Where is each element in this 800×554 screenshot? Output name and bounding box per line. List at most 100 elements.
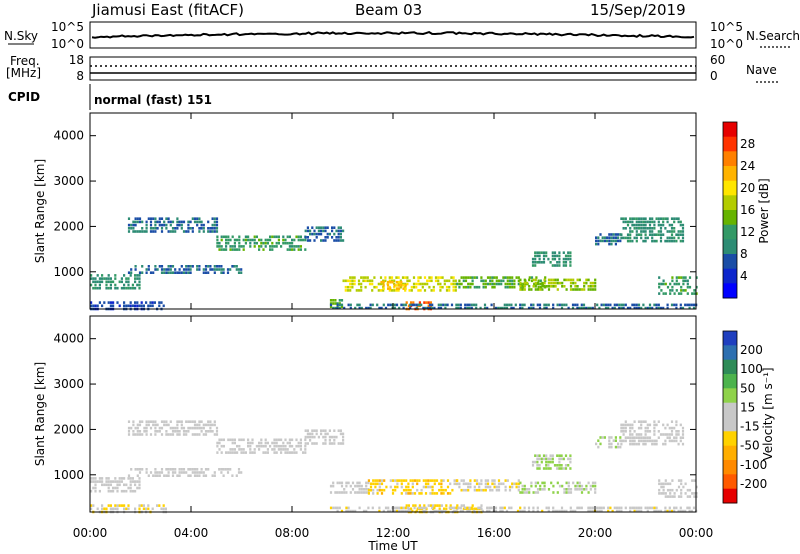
heatmap-cell [686,506,689,510]
heatmap-cell [680,482,683,486]
heatmap-cell [624,420,627,423]
heatmap-cell [613,303,616,307]
heatmap-cell [138,286,141,290]
heatmap-cell [349,289,352,292]
heatmap-cell [264,241,267,245]
heatmap-cell [309,229,312,233]
heatmap-cell [145,471,148,474]
heatmap-cell [354,306,357,310]
heatmap-cell [692,303,696,307]
heatmap-cell [215,220,219,224]
heatmap-cell [608,436,611,439]
heatmap-cell [482,285,485,289]
heatmap-cell [491,488,494,492]
heatmap-cell [120,277,123,280]
colorbar-swatch [723,331,737,346]
heatmap-cell [439,509,443,513]
heatmap-cell [229,451,232,454]
heatmap-cell [340,305,344,308]
heatmap-cell [402,509,405,513]
heatmap-cell [204,430,208,433]
heatmap-cell [631,230,634,233]
heatmap-cell [107,480,110,483]
heatmap-cell [251,451,254,454]
heatmap-cell [429,504,432,507]
heatmap-cell [545,457,548,461]
heatmap-cell [349,306,352,310]
heatmap-cell [375,285,378,289]
heatmap-cell [591,506,594,510]
heatmap-cell [659,223,663,227]
heatmap-cell [442,492,445,495]
heatmap-cell [439,276,442,279]
heatmap-cell [225,451,228,454]
heatmap-cell [154,426,157,430]
heatmap-cell [204,433,208,436]
heatmap-cell [185,420,188,423]
heatmap-cell [196,268,199,271]
heatmap-cell [360,285,363,289]
heatmap-cell [589,288,592,291]
heatmap-cell [185,471,188,474]
heatmap-cell [578,506,581,510]
heatmap-cell [129,274,132,277]
x-tick-label: 16:00 [477,526,512,540]
heatmap-cell [218,248,221,251]
heatmap-cell [98,301,101,304]
heatmap-cell [304,248,307,251]
y-tick-label: 1000 [53,468,84,482]
nave-tick-bottom: 0 [710,69,718,83]
heatmap-cell [147,217,150,220]
heatmap-cell [569,285,573,288]
heatmap-cell [275,451,278,454]
heatmap-cell [131,489,134,493]
heatmap-cell [293,248,296,251]
heatmap-cell [444,303,447,307]
heatmap-cell [415,282,418,286]
heatmap-cell [123,286,126,290]
heatmap-cell [326,232,329,236]
heatmap-cell [282,235,285,239]
heatmap-cell [390,289,394,292]
heatmap-cell [322,435,325,439]
heatmap-cell [229,438,232,442]
heatmap-cell [185,271,188,274]
heatmap-cell [338,481,341,485]
heatmap-cell [484,485,487,489]
heatmap-cell [360,306,363,310]
heatmap-cell [291,248,294,251]
heatmap-cell [169,223,172,227]
heatmap-cell [396,479,399,482]
heatmap-cell [602,506,605,510]
heatmap-cell [626,220,630,224]
heatmap-cell [457,303,460,307]
heatmap-cell [580,484,584,488]
heatmap-cell [156,227,159,230]
heatmap-cell [587,285,590,288]
heatmap-cell [295,438,298,442]
heatmap-cell [444,509,447,513]
colorbar-swatch [723,345,737,361]
heatmap-cell [427,479,430,482]
heatmap-cell [635,217,638,220]
heatmap-cell [640,217,643,220]
heatmap-cell [673,282,676,286]
heatmap-cell [576,285,579,288]
heatmap-cell [344,285,347,289]
y-tick-label: 2000 [53,219,84,233]
heatmap-cell [169,433,172,436]
heatmap-cell [365,491,368,494]
heatmap-cell [669,488,672,492]
heatmap-cell [531,257,535,261]
heatmap-cell [453,506,456,510]
heatmap-cell [538,251,541,254]
heatmap-cell [382,284,385,287]
heatmap-cell [227,235,230,239]
heatmap-cell [651,236,654,240]
heatmap-cell [462,285,465,289]
heatmap-cell [684,279,687,283]
heatmap-cell [198,227,201,230]
heatmap-cell [236,238,239,242]
heatmap-cell [304,451,307,454]
heatmap-cell [434,279,438,283]
